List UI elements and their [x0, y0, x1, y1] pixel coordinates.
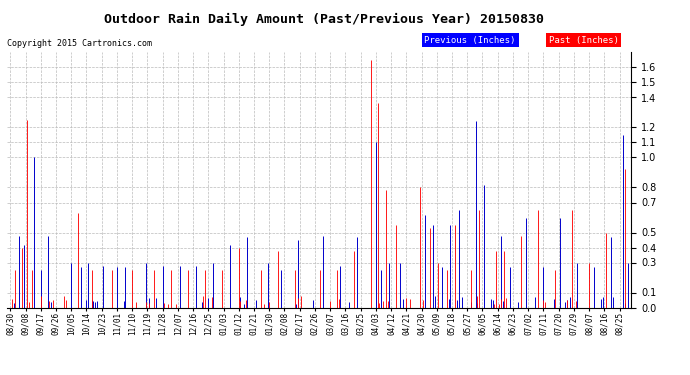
Text: Outdoor Rain Daily Amount (Past/Previous Year) 20150830: Outdoor Rain Daily Amount (Past/Previous…	[104, 13, 544, 26]
Text: Past (Inches): Past (Inches)	[549, 36, 618, 45]
Text: Copyright 2015 Cartronics.com: Copyright 2015 Cartronics.com	[7, 39, 152, 48]
Text: Previous (Inches): Previous (Inches)	[424, 36, 515, 45]
